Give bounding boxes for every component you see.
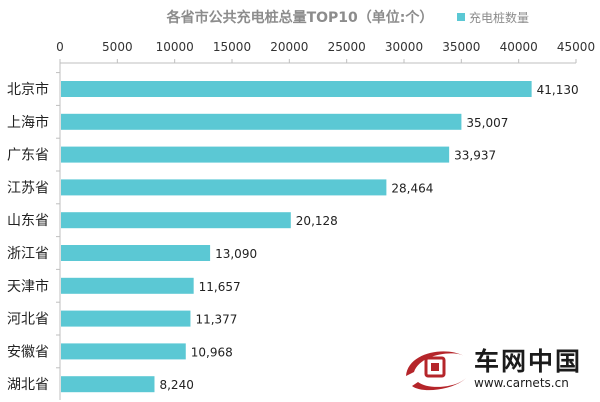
value-label: 11,377	[195, 313, 237, 327]
category-label: 湖北省	[7, 377, 49, 393]
bar	[61, 245, 211, 261]
bar	[61, 146, 450, 163]
legend-swatch	[457, 13, 465, 21]
category-label: 河北省	[7, 312, 49, 328]
category-label: 安徽省	[7, 344, 49, 360]
category-label: 江苏省	[7, 180, 49, 196]
category-label: 上海市	[7, 114, 49, 131]
x-tick-label: 40000	[500, 40, 538, 54]
x-tick-label: 30000	[385, 40, 423, 54]
bar	[61, 376, 155, 393]
x-tick-label: 5000	[102, 40, 133, 54]
x-tick-label: 25000	[328, 40, 366, 54]
value-label: 13,090	[215, 247, 257, 261]
watermark-url: www.carnets.cn	[474, 376, 569, 390]
legend-label: 充电桩数量	[469, 10, 529, 25]
x-tick-label: 20000	[270, 40, 308, 54]
category-label: 山东省	[7, 213, 49, 229]
category-label: 天津市	[7, 278, 49, 295]
bar	[61, 310, 191, 327]
category-label: 北京市	[7, 81, 49, 98]
category-label: 广东省	[7, 148, 49, 164]
x-tick-label: 15000	[213, 40, 251, 54]
x-tick-label: 35000	[442, 40, 480, 54]
watermark-logo: 车网中国 www.carnets.cn	[398, 338, 598, 398]
bar	[61, 277, 194, 294]
bar	[61, 212, 291, 229]
x-tick-label: 0	[56, 40, 64, 54]
bar	[61, 179, 387, 196]
value-label: 28,464	[391, 181, 433, 195]
value-label: 8,240	[159, 378, 193, 392]
bar	[61, 343, 186, 360]
carnets-logo-icon	[406, 351, 466, 391]
bar	[61, 81, 532, 97]
x-tick-label: 45000	[557, 40, 595, 54]
watermark-brand: 车网中国	[474, 347, 583, 376]
value-label: 33,937	[454, 149, 496, 163]
value-label: 11,657	[199, 280, 241, 294]
category-label: 浙江省	[7, 246, 49, 262]
chart-title: 各省市公共充电桩总量TOP10（单位:个）	[166, 9, 434, 26]
value-label: 41,130	[537, 83, 579, 97]
value-label: 10,968	[191, 345, 233, 359]
bar	[61, 113, 462, 130]
value-label: 35,007	[466, 116, 508, 130]
x-tick-label: 10000	[156, 40, 194, 54]
value-label: 20,128	[296, 214, 338, 228]
